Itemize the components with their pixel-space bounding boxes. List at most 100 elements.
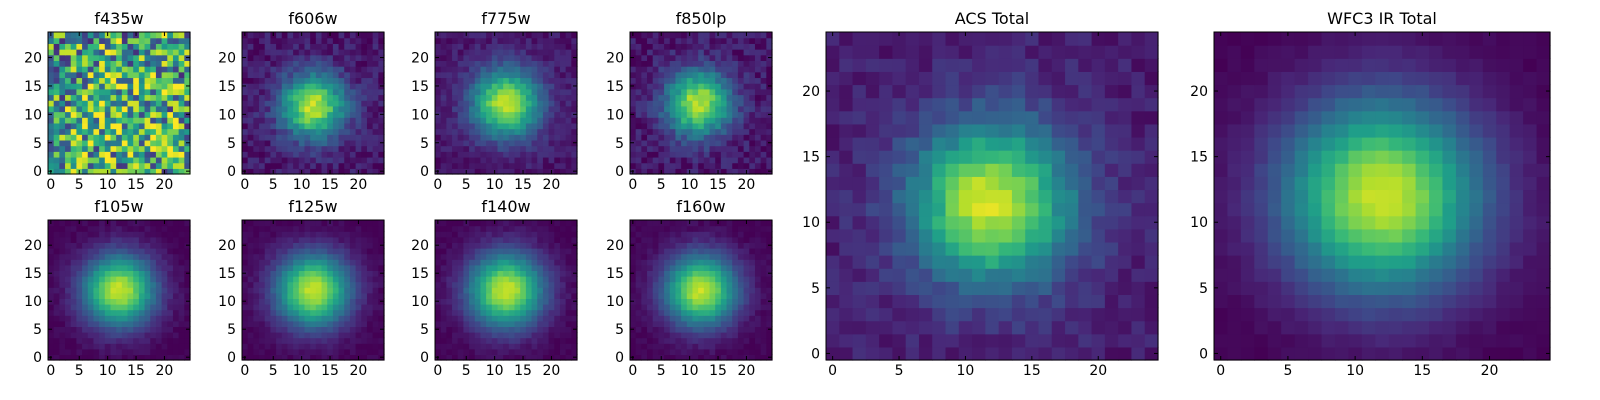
heatmap-cell: [435, 315, 442, 322]
heatmap-cell: [698, 49, 705, 56]
heatmap-cell: [641, 298, 648, 305]
heatmap-cell: [138, 77, 146, 84]
heatmap-cell: [247, 134, 254, 141]
heatmap-cell: [150, 145, 157, 152]
heatmap-cell: [59, 348, 66, 355]
heatmap-cell: [361, 225, 368, 232]
heatmap-cell: [361, 100, 368, 107]
heatmap-cell: [446, 348, 453, 355]
heatmap-cell: [681, 298, 688, 305]
heatmap-cell: [565, 66, 572, 73]
heatmap-cell: [287, 94, 294, 101]
heatmap-cell: [681, 151, 688, 158]
heatmap-cell: [259, 66, 266, 73]
heatmap-cell: [338, 66, 345, 73]
heatmap-cell: [754, 32, 762, 39]
heatmap-cell: [287, 60, 294, 67]
heatmap-cell: [548, 94, 555, 101]
heatmap-cell: [361, 309, 368, 316]
heatmap-cell: [104, 156, 112, 164]
heatmap-cell: [276, 134, 283, 141]
heatmap-cell: [116, 242, 123, 249]
heatmap-cell: [497, 315, 504, 322]
heatmap-cell: [491, 320, 499, 327]
heatmap-cell: [264, 66, 271, 73]
heatmap-cell: [463, 71, 470, 79]
heatmap-cell: [53, 320, 60, 327]
heatmap-cell: [172, 270, 180, 277]
heatmap-cell: [525, 287, 533, 294]
heatmap-cell: [276, 100, 283, 107]
heatmap-cell: [760, 32, 767, 39]
heatmap-cell: [253, 320, 260, 327]
heatmap-cell: [698, 54, 705, 61]
heatmap-cell: [48, 117, 55, 124]
heatmap-cell: [264, 162, 271, 169]
heatmap-cell: [270, 276, 277, 283]
heatmap-cell: [167, 117, 174, 124]
heatmap-cell: [514, 259, 521, 266]
heatmap-cell: [754, 287, 762, 294]
heatmap-cell: [720, 292, 728, 299]
heatmap-cell: [138, 281, 146, 288]
heatmap-cell: [469, 337, 476, 344]
heatmap-cell: [457, 309, 464, 316]
heatmap-cell: [321, 32, 328, 39]
heatmap-cell: [167, 276, 174, 283]
heatmap-cell: [70, 354, 77, 361]
heatmap-cell: [87, 49, 95, 56]
heatmap-cell: [366, 156, 374, 164]
heatmap-cell: [293, 354, 300, 361]
heatmap-cell: [327, 83, 334, 90]
heatmap-cell: [259, 37, 266, 44]
heatmap-cell: [247, 60, 254, 67]
heatmap-cell: [253, 94, 260, 101]
heatmap-cell: [93, 49, 100, 56]
heatmap-cell: [184, 37, 191, 44]
heatmap-cell: [361, 276, 368, 283]
heatmap-cell: [76, 231, 83, 238]
heatmap-cell: [138, 220, 146, 227]
heatmap-cell: [503, 100, 510, 107]
heatmap-cell: [87, 281, 95, 288]
heatmap-cell: [474, 43, 482, 50]
heatmap-cell: [76, 71, 83, 79]
heatmap-cell: [116, 253, 123, 260]
heatmap-cell: [652, 37, 659, 44]
heatmap-cell: [378, 71, 385, 79]
heatmap-cell: [298, 156, 306, 164]
heatmap-cell: [698, 43, 705, 50]
heatmap-cell: [520, 71, 527, 79]
heatmap-cell: [310, 326, 317, 333]
heatmap-cell: [760, 60, 767, 67]
heatmap-cell: [59, 151, 66, 158]
heatmap-cell: [520, 117, 527, 124]
heatmap-cell: [469, 162, 476, 169]
heatmap-cell: [480, 32, 487, 39]
heatmap-cell: [87, 270, 95, 277]
heatmap-cell: [321, 281, 328, 288]
heatmap-cell: [715, 134, 722, 141]
heatmap-cell: [474, 49, 482, 56]
heatmap-cell: [760, 117, 767, 124]
heatmap-cell: [548, 83, 555, 90]
heatmap-cell: [548, 236, 555, 243]
heatmap-cell: [338, 337, 345, 344]
heatmap-cell: [344, 60, 351, 67]
heatmap-cell: [315, 287, 323, 294]
heatmap-cell: [121, 220, 129, 227]
heatmap-cell: [491, 309, 499, 316]
heatmap-cell: [281, 32, 289, 39]
heatmap-cell: [698, 304, 705, 311]
heatmap-cell: [709, 145, 716, 152]
heatmap-cell: [681, 94, 688, 101]
heatmap-cell: [514, 231, 521, 238]
heatmap-cell: [647, 134, 654, 141]
heatmap-cell: [321, 100, 328, 107]
heatmap-cell: [720, 343, 728, 350]
heatmap-cell: [737, 128, 745, 135]
heatmap-cell: [435, 309, 442, 316]
heatmap-cell: [537, 162, 544, 169]
heatmap-cell: [565, 304, 572, 311]
